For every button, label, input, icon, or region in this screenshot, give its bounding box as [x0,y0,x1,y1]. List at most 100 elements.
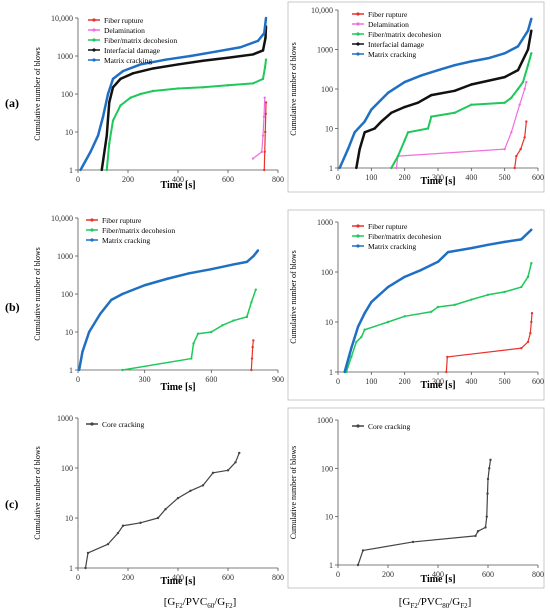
data-point [530,17,533,20]
legend-marker [356,52,360,56]
x-tick-label: 600 [205,375,217,384]
legend-entry: Matrix cracking [104,56,152,65]
data-point [96,134,100,137]
data-point [245,260,249,264]
x-axis-label: Time [s] [160,382,195,393]
data-point [264,130,267,134]
y-tick-label: 100 [321,85,333,94]
legend-marker [92,48,96,52]
data-point [530,320,533,324]
data-point [403,139,406,142]
data-point [474,534,477,538]
data-point [530,261,533,265]
data-point [470,246,473,250]
data-point [486,477,490,481]
data-point [143,284,146,287]
data-point [370,108,373,111]
series-line-2 [252,97,266,160]
legend-marker [90,218,94,222]
x-tick-label: 0 [76,573,80,582]
data-point [262,115,266,119]
data-point [525,80,528,84]
legend-marker [356,244,360,248]
data-point [89,150,92,154]
data-point [260,150,263,154]
y-tick-label: 10 [65,128,73,137]
data-point [355,166,358,170]
data-point [251,157,255,160]
data-point [488,467,491,470]
data-point [106,92,110,96]
data-point [116,531,120,535]
data-point [386,91,390,95]
chart-panel-3: 1 10 100 1000 10,000 0 300 600 900 Time [s] Cumula… [33,214,284,393]
data-point [121,524,125,527]
data-point [263,31,266,35]
data-point [530,311,534,315]
data-point [486,57,490,60]
data-point [250,301,253,304]
data-point [84,566,87,570]
legend-marker [356,12,360,16]
data-point [520,238,523,241]
panel-frame [287,1,545,193]
data-point [355,340,358,344]
y-axis-label: Cumulative number of blows [33,47,42,141]
y-tick-label: 10 [65,328,73,337]
series-line-3 [105,59,267,171]
y-tick-label: 1000 [317,46,333,55]
x-tick-label: 0 [76,375,80,384]
data-point [263,96,266,99]
data-point [358,147,361,151]
x-tick-label: 300 [432,377,444,386]
y-tick-label: 1000 [317,416,333,425]
data-point [395,166,398,170]
data-point [210,267,213,271]
series-line-3 [77,249,259,371]
x-axis-label: Time [s] [420,380,455,391]
y-axis-label: Cumulative number of blows [33,247,42,341]
legend-marker [356,42,360,46]
x-tick-label: 900 [272,375,284,384]
data-point [430,115,433,118]
data-point [187,272,191,275]
series-line-2 [395,81,527,169]
data-point [380,120,383,123]
data-point [226,84,230,87]
data-point [165,277,169,281]
data-point [77,368,81,372]
data-point [518,103,521,106]
chart-panel-4: 1 10 100 1000 0 100 200 300 400 500 600 Time [s] Cum… [287,209,545,401]
legend-entry: Fiber rupture [368,222,408,231]
y-tick-label: 100 [61,290,73,299]
x-tick-label: 600 [482,570,494,579]
x-tick-label: 300 [139,375,151,384]
data-point [436,305,440,309]
data-point [151,89,155,93]
data-point [361,549,365,552]
data-point [108,142,111,145]
data-point [470,83,473,86]
data-point [503,290,506,294]
data-point [189,489,192,492]
data-point [386,285,390,289]
data-point [234,461,237,464]
data-point [406,131,410,134]
x-tick-label: 800 [532,570,544,579]
legend-entry: Fiber rupture [368,10,408,19]
data-point [346,147,350,151]
data-point [403,275,406,279]
data-point [350,346,353,350]
y-tick-label: 1 [69,166,73,175]
data-point [523,87,526,91]
panel-frame [287,209,545,401]
data-point [256,249,260,252]
data-point [453,64,456,67]
legend-entry: Delamination [104,26,145,35]
data-point [446,250,450,254]
y-axis-label: Cumulative number of blows [289,42,298,136]
data-point [196,332,200,335]
x-tick-label: 400 [465,377,477,386]
data-point [164,58,167,61]
y-tick-label: 1000 [57,414,73,423]
